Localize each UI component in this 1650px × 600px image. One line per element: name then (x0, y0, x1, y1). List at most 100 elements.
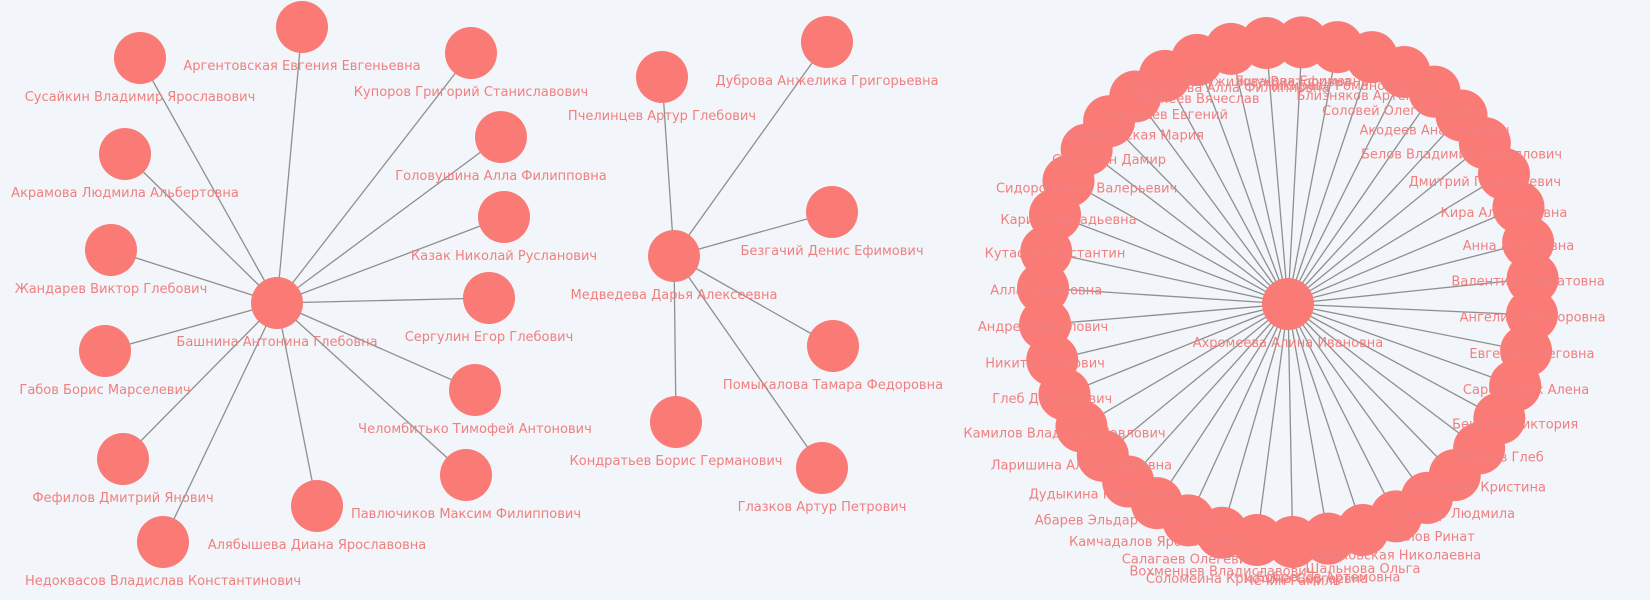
node-label: Сидоров Иван Валерьевич (996, 182, 1177, 197)
edge-0-12 (124, 153, 278, 304)
edge-2-40 (1045, 303, 1289, 326)
edge-1-2 (673, 211, 833, 257)
node-label: Помыкалова Тамара Федоровна (723, 378, 943, 393)
node-leaf-0-0[interactable] (276, 1, 328, 53)
edge-2-11 (1287, 56, 1373, 305)
node-label: Глазков Артур Петрович (738, 500, 907, 515)
node-leaf-1-1[interactable] (801, 16, 853, 68)
node-label: Алиничев Евгений (1102, 108, 1228, 123)
node-label: Бекрева Виктория (1452, 418, 1578, 433)
edge-0-2 (276, 136, 502, 304)
edge-2-4 (1134, 96, 1289, 305)
node-label: Чикирева Романовна (1266, 79, 1410, 94)
labels-layer: Аргентовская Евгения Евгеньевна Купоров Г… (11, 59, 1605, 589)
node-leaf-0-13[interactable] (114, 32, 166, 84)
node-leaf-1-0[interactable] (636, 51, 688, 103)
edge-0-8 (162, 302, 278, 543)
edge-2-17 (1287, 206, 1519, 305)
edge-2-33 (1187, 303, 1289, 521)
node-label: Аксанова Кристина (1412, 480, 1546, 495)
node-leaf-0-4[interactable] (463, 272, 515, 324)
node-label: Купоров Григорий Станиславович (354, 85, 588, 100)
node-leaf-0-7[interactable] (291, 480, 343, 532)
node-label: Жандарев Виктор Глебович (15, 282, 208, 297)
hub-label: Башнина Антонина Глебовна (176, 335, 377, 350)
node-label: Павлючиков Максим Филиппович (351, 507, 581, 522)
node-label: Сергулин Егор Глебович (405, 330, 574, 345)
edge-2-29 (1287, 303, 1329, 539)
edge-2-18 (1287, 241, 1529, 305)
node-label: Соломеина Кристина Сергеевна (1146, 572, 1368, 587)
node-label: Камчадалов Ярославович (1069, 535, 1245, 550)
edge-2-19 (1287, 277, 1533, 305)
node-label: Казак Николай Русланович (411, 249, 597, 264)
node-hub-1[interactable] (648, 230, 700, 282)
node-label: Карина Аркадьевна (1000, 213, 1136, 228)
node-label: Салагаев Олегевич (1122, 552, 1255, 567)
edge-2-6 (1196, 59, 1289, 305)
edge-1-0 (661, 76, 675, 257)
node-leaf-0-11[interactable] (85, 224, 137, 276)
node-label: Габов Борис Марселевич (19, 383, 190, 398)
node-leaf-0-1[interactable] (445, 27, 497, 79)
node-label: Безгачий Денис Ефимович (740, 244, 923, 259)
edge-2-36 (1102, 303, 1289, 457)
node-label: Чечин Рамиль (1245, 574, 1341, 589)
edge-2-16 (1287, 173, 1505, 305)
node-label: Ангелина Федоровна (1460, 311, 1606, 326)
edge-2-9 (1287, 42, 1303, 305)
edge-2-2 (1086, 149, 1289, 305)
nodes-layer (79, 1, 1559, 568)
edge-0-10 (104, 302, 278, 352)
node-leaf-2-19[interactable] (1506, 252, 1559, 305)
node-leaf-1-3[interactable] (807, 320, 859, 372)
node-label: Никита Петрович (985, 356, 1105, 371)
edge-0-6 (276, 302, 467, 476)
node-hub-2[interactable] (1262, 278, 1314, 330)
node-leaf-2-42[interactable] (1020, 225, 1073, 278)
node-label: Недоквасов Владислав Константинович (25, 574, 301, 589)
node-label: Фефилов Дмитрий Янович (32, 491, 213, 506)
node-label: Пчелинцев Артур Глебович (568, 109, 756, 124)
node-leaf-1-5[interactable] (650, 396, 702, 448)
edge-0-9 (122, 302, 278, 460)
hub-label: Медведева Дарья Алексеевна (571, 288, 778, 303)
edge-0-4 (276, 297, 490, 304)
node-leaf-0-9[interactable] (97, 433, 149, 485)
node-leaf-1-4[interactable] (796, 442, 848, 494)
node-leaf-0-6[interactable] (440, 449, 492, 501)
edge-0-3 (276, 216, 505, 304)
node-label: Близняков Артемович (1296, 89, 1447, 104)
edge-2-14 (1287, 115, 1462, 305)
node-label: Бобрецов Артемовна (1256, 571, 1400, 586)
node-label: Головушина Алла Филипповна (395, 169, 607, 184)
edge-2-13 (1287, 91, 1436, 305)
edge-2-28 (1287, 303, 1364, 531)
edge-2-5 (1164, 75, 1289, 305)
node-leaf-0-3[interactable] (478, 191, 530, 243)
node-label: Нетужилова Викторовна (1181, 75, 1351, 90)
edge-2-20 (1287, 303, 1532, 316)
node-label: Думлер Людмила (1395, 507, 1516, 522)
edge-2-12 (1287, 71, 1405, 305)
node-label: Абарев Эльдар Робертович (1035, 513, 1222, 528)
edge-2-15 (1287, 142, 1486, 305)
node-leaf-0-2[interactable] (475, 111, 527, 163)
node-leaf-1-2[interactable] (806, 186, 858, 238)
node-label: Глеб Даниилович (992, 392, 1112, 407)
node-leaf-0-8[interactable] (137, 516, 189, 568)
edge-2-22 (1287, 303, 1516, 387)
node-label: Щурупова Алла Филипповна (1132, 81, 1329, 96)
edge-2-27 (1287, 303, 1397, 517)
edge-2-42 (1046, 251, 1289, 305)
node-label: Валентина Маратовна (1451, 274, 1604, 289)
node-label: Алябышева Диана Ярославовна (208, 538, 427, 553)
node-hub-0[interactable] (251, 277, 303, 329)
edge-2-32 (1221, 303, 1289, 533)
node-leaf-0-12[interactable] (99, 128, 151, 180)
edge-2-41 (1042, 287, 1289, 305)
node-label: Вохменцев Владиславович (1129, 565, 1314, 580)
node-label: Дмитрий Григорьевич (1409, 175, 1561, 190)
node-leaf-0-5[interactable] (449, 364, 501, 416)
node-leaf-0-10[interactable] (79, 325, 131, 377)
